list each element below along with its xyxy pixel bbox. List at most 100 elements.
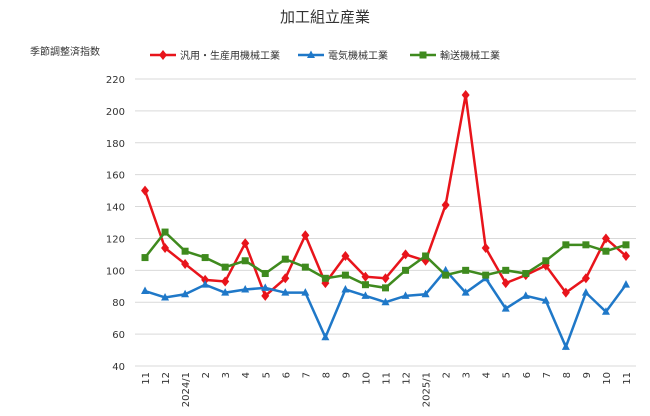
point bbox=[401, 291, 410, 299]
point bbox=[561, 287, 570, 298]
point bbox=[582, 241, 590, 249]
point bbox=[161, 243, 170, 254]
x-tick-label: 11 bbox=[141, 372, 152, 385]
point bbox=[562, 241, 570, 249]
legend-marker bbox=[307, 50, 315, 58]
point bbox=[221, 276, 230, 287]
x-tick-label: 2 bbox=[442, 372, 453, 378]
point bbox=[442, 271, 450, 279]
legend-label: 電気機械工業 bbox=[328, 49, 388, 62]
point bbox=[341, 284, 350, 293]
y-axis-label: 季節調整済指数 bbox=[30, 45, 100, 58]
point bbox=[301, 288, 310, 296]
x-tick-label: 6 bbox=[281, 372, 292, 378]
point bbox=[402, 266, 410, 274]
point bbox=[561, 342, 570, 350]
point bbox=[441, 265, 450, 274]
point bbox=[261, 290, 270, 301]
point bbox=[261, 270, 269, 278]
x-tick-label: 10 bbox=[602, 372, 613, 385]
y-tick-label: 120 bbox=[106, 234, 125, 245]
point bbox=[461, 288, 470, 296]
x-tick-label: 12 bbox=[402, 372, 413, 385]
point bbox=[602, 247, 610, 255]
point bbox=[621, 250, 630, 261]
x-tick-label: 7 bbox=[301, 372, 312, 378]
x-tick-label: 3 bbox=[221, 372, 232, 378]
legend-label: 輸送機械工業 bbox=[440, 49, 500, 62]
y-tick-label: 100 bbox=[106, 266, 125, 277]
point bbox=[181, 247, 189, 255]
point bbox=[161, 228, 169, 236]
chart-title: 加工組立産業 bbox=[280, 8, 370, 26]
point bbox=[221, 288, 230, 296]
legend-label: 汎用・生産用機械工業 bbox=[180, 49, 280, 62]
series-line bbox=[143, 94, 627, 298]
x-tick-label: 10 bbox=[361, 372, 372, 385]
y-tick-label: 140 bbox=[106, 203, 125, 214]
point bbox=[301, 230, 310, 241]
point bbox=[382, 284, 389, 292]
point bbox=[481, 243, 490, 254]
point bbox=[201, 274, 210, 285]
point bbox=[281, 288, 290, 296]
point bbox=[422, 252, 430, 260]
point bbox=[141, 286, 150, 295]
x-tick-label: 12 bbox=[161, 372, 172, 385]
point bbox=[341, 250, 350, 261]
point bbox=[501, 304, 510, 312]
x-tick-label: 3 bbox=[462, 372, 473, 378]
point bbox=[522, 270, 530, 278]
x-tick-label: 7 bbox=[542, 372, 553, 378]
point bbox=[421, 289, 430, 298]
point bbox=[441, 199, 450, 210]
point bbox=[141, 254, 149, 262]
point bbox=[341, 271, 349, 279]
y-tick-label: 60 bbox=[112, 330, 125, 341]
point bbox=[581, 288, 590, 296]
x-tick-label: 2024/1 bbox=[181, 372, 192, 407]
point bbox=[581, 273, 590, 284]
point bbox=[361, 281, 369, 289]
point bbox=[201, 280, 210, 288]
point bbox=[622, 241, 630, 249]
x-tick-label: 9 bbox=[341, 372, 352, 378]
x-tick-label: 5 bbox=[502, 372, 513, 378]
point bbox=[281, 273, 290, 284]
point bbox=[181, 258, 190, 269]
point bbox=[482, 271, 490, 279]
point bbox=[381, 297, 390, 306]
point bbox=[301, 263, 309, 271]
point bbox=[241, 238, 250, 249]
point bbox=[361, 291, 370, 299]
y-tick-label: 40 bbox=[112, 362, 125, 373]
x-tick-label: 2 bbox=[201, 372, 212, 378]
point bbox=[381, 273, 390, 284]
point bbox=[261, 283, 270, 291]
point bbox=[181, 289, 190, 298]
point bbox=[141, 185, 150, 196]
legend-marker bbox=[159, 50, 167, 60]
point bbox=[241, 284, 250, 293]
y-tick-label: 200 bbox=[106, 107, 125, 118]
point bbox=[601, 307, 610, 315]
y-tick-label: 220 bbox=[106, 75, 125, 86]
point bbox=[161, 292, 170, 301]
x-tick-label: 11 bbox=[382, 372, 393, 385]
point bbox=[281, 255, 289, 263]
x-tick-label: 9 bbox=[582, 372, 593, 378]
legend-marker bbox=[419, 51, 427, 59]
point bbox=[601, 233, 610, 244]
point bbox=[542, 257, 550, 265]
point bbox=[501, 278, 510, 289]
y-tick-label: 80 bbox=[112, 298, 125, 309]
x-tick-label: 8 bbox=[321, 372, 332, 378]
x-tick-label: 8 bbox=[562, 372, 573, 378]
point bbox=[221, 263, 229, 271]
point bbox=[361, 271, 370, 282]
y-tick-label: 160 bbox=[106, 171, 125, 182]
x-tick-label: 4 bbox=[482, 372, 493, 378]
x-tick-label: 2025/1 bbox=[422, 372, 433, 407]
